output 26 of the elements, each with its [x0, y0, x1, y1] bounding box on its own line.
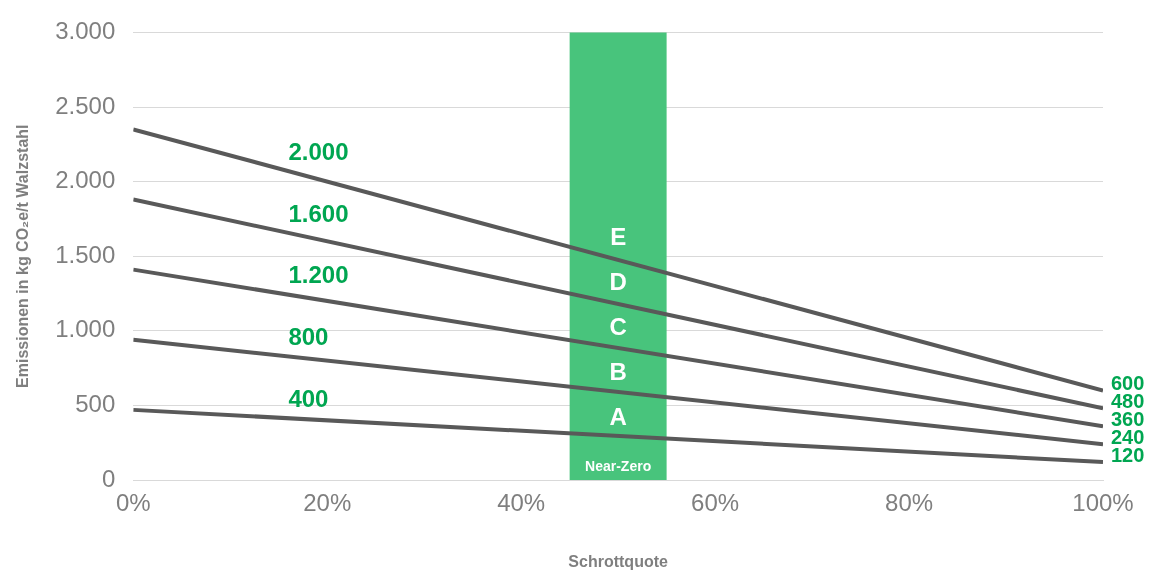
x-tick-label: 0%	[115, 489, 151, 517]
y-tick-label: 0	[101, 464, 116, 492]
x-tick-label: 20%	[303, 489, 352, 517]
y-tick-label: 1.500	[55, 240, 116, 268]
annotation: A	[609, 402, 627, 430]
series-label: 1.200	[288, 261, 349, 289]
annotation: D	[609, 267, 627, 295]
y-tick-label: 500	[75, 390, 116, 418]
series-label: 400	[288, 384, 329, 412]
x-tick-label: 100%	[1072, 489, 1134, 517]
band-label: Near-Zero	[585, 457, 652, 474]
y-tick-label: 1.000	[55, 315, 116, 343]
y-tick-label: 2.000	[55, 166, 116, 194]
y-axis-title: Emissionen in kg CO₂e/t Walzstahl	[14, 124, 32, 388]
x-axis-title: Schrottquote	[568, 552, 668, 570]
y-tick-label: 2.500	[55, 91, 116, 119]
series-label: 2.000	[288, 137, 349, 165]
y-tick-label: 3.000	[55, 17, 116, 45]
x-tick-label: 80%	[885, 489, 934, 517]
series-label: 1.600	[288, 199, 349, 227]
annotation: C	[609, 312, 627, 340]
annotation: E	[610, 222, 627, 250]
annotation: B	[609, 357, 627, 385]
x-tick-label: 60%	[691, 489, 740, 517]
x-tick-label: 40%	[497, 489, 546, 517]
series-label: 800	[288, 323, 329, 351]
